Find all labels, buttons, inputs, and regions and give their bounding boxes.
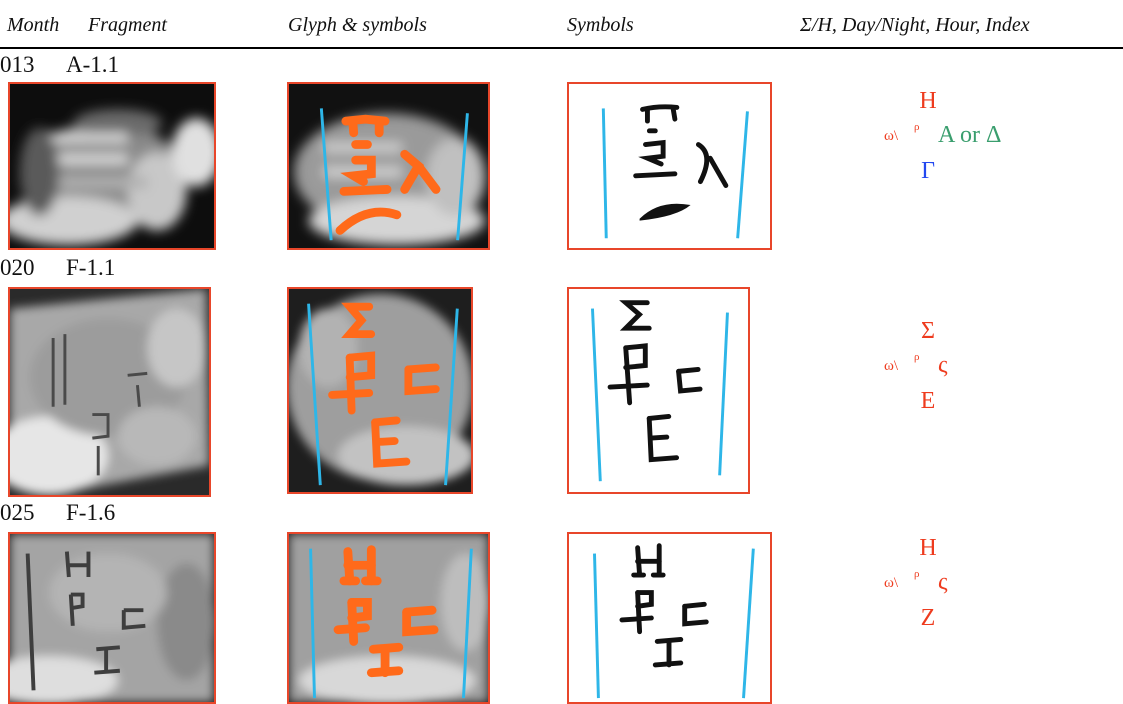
header-glyph-symbols: Glyph & symbols bbox=[288, 14, 427, 36]
info-cell: H ω\ ρ ς Z bbox=[868, 535, 1068, 655]
fragment-id: F-1.1 bbox=[66, 255, 116, 280]
glyph-photo bbox=[287, 82, 490, 250]
day-night-marker: ω\ ρ bbox=[884, 568, 920, 591]
symbol-sketch bbox=[567, 532, 772, 704]
index-letter: Z bbox=[920, 605, 936, 631]
day-night-marker: ω\ ρ bbox=[884, 121, 920, 144]
index-letter: Γ bbox=[921, 158, 935, 184]
glyph-photo bbox=[287, 532, 490, 704]
fragment-photo bbox=[8, 532, 216, 704]
hour-value: ς bbox=[938, 352, 948, 378]
row-label: 013 A-1.1 bbox=[0, 52, 119, 78]
header-fragment: Fragment bbox=[88, 14, 167, 36]
symbol-sketch bbox=[567, 82, 772, 250]
sigma-eta-letter: H bbox=[919, 88, 937, 114]
header-rule bbox=[0, 47, 1123, 49]
glyph-photo bbox=[287, 287, 473, 494]
info-cell: Σ ω\ ρ ς E bbox=[868, 318, 1068, 438]
info-cell: H ω\ ρ A or Δ Γ bbox=[868, 88, 1068, 208]
symbol-sketch bbox=[567, 287, 750, 494]
hour-value: A or Δ bbox=[938, 122, 1002, 148]
row-label: 025 F-1.6 bbox=[0, 500, 115, 526]
header-info: Σ/H, Day/Night, Hour, Index bbox=[800, 14, 1030, 36]
hour-value: ς bbox=[938, 569, 948, 595]
sigma-eta-letter: Σ bbox=[921, 318, 935, 344]
fragment-photo bbox=[8, 287, 211, 497]
month-number: 025 bbox=[0, 500, 35, 525]
sigma-eta-letter: H bbox=[919, 535, 937, 561]
header-month: Month bbox=[7, 14, 60, 36]
fragment-id: F-1.6 bbox=[66, 500, 116, 525]
day-night-marker: ω\ ρ bbox=[884, 351, 920, 374]
fragment-id: A-1.1 bbox=[66, 52, 120, 77]
month-number: 020 bbox=[0, 255, 35, 280]
row-label: 020 F-1.1 bbox=[0, 255, 115, 281]
header-symbols: Symbols bbox=[567, 14, 634, 36]
month-number: 013 bbox=[0, 52, 35, 77]
index-letter: E bbox=[920, 388, 936, 414]
fragment-photo bbox=[8, 82, 216, 250]
